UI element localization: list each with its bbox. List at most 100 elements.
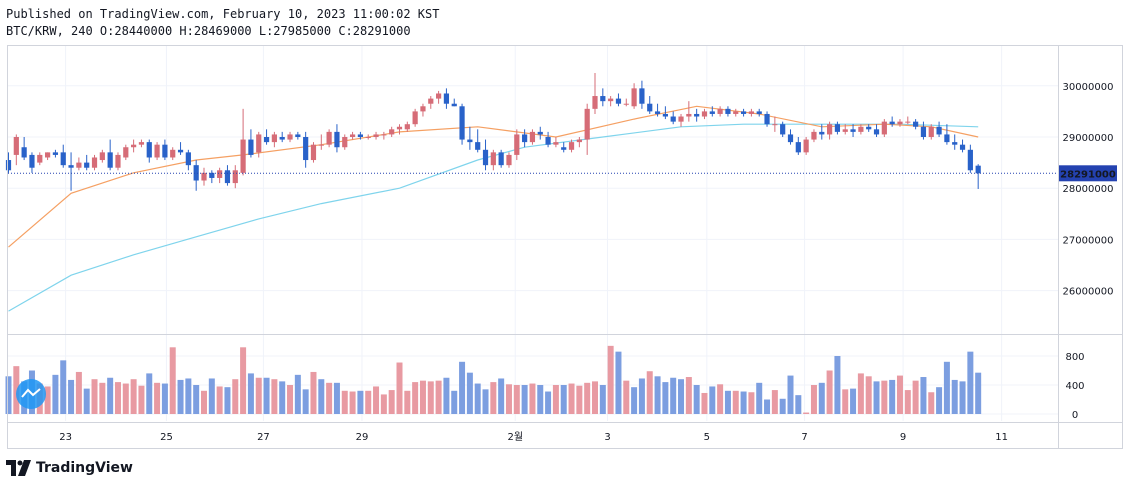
candle[interactable] (177, 142, 184, 155)
candle[interactable] (615, 93, 622, 107)
candle[interactable] (193, 160, 199, 191)
candle[interactable] (928, 124, 934, 140)
candle[interactable] (834, 121, 841, 135)
candle[interactable] (21, 137, 27, 161)
candle[interactable] (68, 152, 74, 191)
candle[interactable] (811, 129, 817, 143)
candle[interactable] (45, 152, 51, 161)
candle[interactable] (436, 90, 442, 104)
candle[interactable] (780, 121, 786, 137)
candle[interactable] (5, 152, 12, 173)
candle[interactable] (959, 139, 966, 153)
candle[interactable] (490, 149, 496, 171)
candle[interactable] (568, 139, 575, 153)
candle[interactable] (373, 131, 379, 140)
candle[interactable] (131, 139, 137, 153)
candle[interactable] (506, 152, 512, 168)
candle[interactable] (287, 131, 293, 143)
candle[interactable] (733, 108, 739, 117)
candle[interactable] (623, 98, 629, 107)
candle[interactable] (279, 131, 285, 143)
candle[interactable] (76, 157, 82, 171)
candle[interactable] (944, 124, 950, 145)
candle[interactable] (256, 131, 262, 158)
tradingview-brand[interactable]: TradingView (6, 458, 133, 478)
candle[interactable] (584, 103, 590, 155)
candle[interactable] (357, 131, 363, 140)
candle[interactable] (498, 149, 504, 168)
candle[interactable] (170, 147, 176, 161)
candle[interactable] (514, 129, 520, 161)
candle[interactable] (115, 152, 121, 171)
candle[interactable] (60, 144, 66, 168)
candle[interactable] (561, 142, 567, 153)
candle[interactable] (138, 139, 145, 148)
candle[interactable] (529, 129, 536, 145)
candle[interactable] (451, 98, 457, 107)
candle[interactable] (967, 144, 973, 173)
candle[interactable] (576, 137, 582, 148)
candle[interactable] (162, 139, 168, 161)
candle[interactable] (858, 124, 864, 135)
candle[interactable] (717, 106, 723, 117)
candle[interactable] (647, 96, 653, 114)
candle[interactable] (748, 108, 754, 117)
candle[interactable] (827, 121, 833, 140)
candle[interactable] (686, 101, 692, 122)
candle[interactable] (154, 142, 160, 161)
candle[interactable] (146, 139, 152, 163)
candle[interactable] (396, 124, 403, 135)
candle[interactable] (881, 119, 887, 137)
candle[interactable] (756, 108, 762, 117)
candle[interactable] (37, 152, 43, 166)
candles[interactable] (5, 73, 981, 191)
candle[interactable] (13, 134, 19, 166)
candle[interactable] (842, 124, 848, 135)
candle[interactable] (123, 144, 129, 161)
candle[interactable] (670, 111, 676, 125)
candle[interactable] (537, 126, 543, 140)
candle[interactable] (952, 134, 958, 150)
candle[interactable] (271, 131, 277, 148)
candle[interactable] (459, 103, 465, 145)
candle[interactable] (764, 111, 770, 127)
candle[interactable] (29, 152, 35, 173)
candle[interactable] (91, 154, 98, 171)
candle[interactable] (318, 134, 324, 150)
candle[interactable] (482, 139, 489, 171)
candle[interactable] (725, 106, 731, 117)
candle[interactable] (553, 137, 559, 148)
candle[interactable] (772, 116, 778, 132)
candle[interactable] (475, 129, 481, 153)
candle[interactable] (608, 96, 614, 107)
scroll-to-realtime-button[interactable] (16, 379, 46, 409)
candle[interactable] (381, 131, 387, 140)
candle[interactable] (600, 88, 606, 107)
candle[interactable] (217, 167, 223, 184)
candle[interactable] (52, 149, 59, 158)
candle[interactable] (263, 129, 270, 145)
candle[interactable] (443, 88, 450, 109)
candle[interactable] (428, 96, 434, 109)
candle[interactable] (920, 121, 927, 140)
candle[interactable] (795, 137, 801, 155)
candle[interactable] (654, 103, 661, 117)
candle[interactable] (787, 129, 794, 145)
candle[interactable] (850, 124, 856, 137)
candle[interactable] (365, 134, 371, 140)
candle[interactable] (248, 129, 254, 158)
candle[interactable] (404, 121, 410, 132)
candle[interactable] (819, 124, 825, 140)
candle[interactable] (209, 170, 215, 184)
candle[interactable] (694, 108, 700, 122)
candle[interactable] (975, 164, 981, 189)
candle[interactable] (905, 116, 911, 125)
candle[interactable] (701, 108, 708, 120)
candle[interactable] (389, 126, 395, 137)
candle[interactable] (334, 124, 340, 153)
candle[interactable] (310, 142, 317, 163)
candle[interactable] (936, 121, 942, 137)
candle[interactable] (740, 108, 747, 117)
candle[interactable] (522, 129, 528, 148)
